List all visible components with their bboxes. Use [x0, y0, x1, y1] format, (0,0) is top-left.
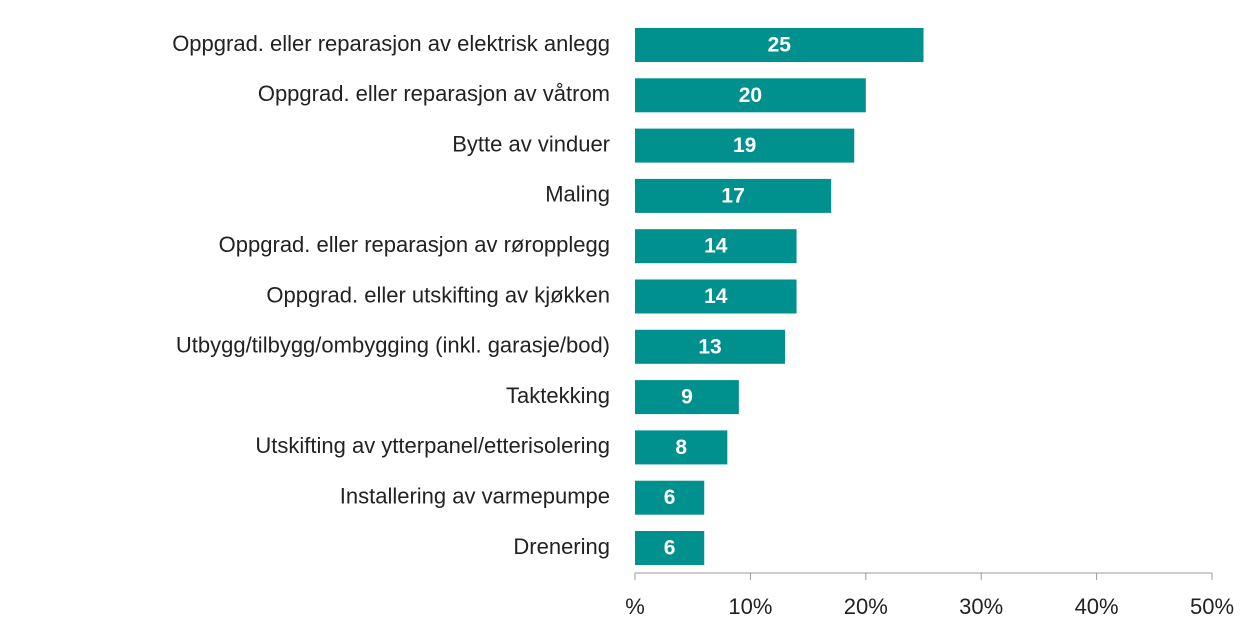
data-label: 14	[704, 285, 728, 308]
bar	[635, 430, 728, 465]
data-label: 19	[733, 134, 756, 157]
data-label: 25	[768, 34, 792, 57]
data-label: 6	[664, 537, 676, 560]
bar	[635, 178, 832, 213]
x-tick-label: 20%	[844, 594, 888, 619]
x-tick-label: 40%	[1075, 594, 1119, 619]
y-tick-label: Oppgrad. eller reparasjon av våtrom	[258, 81, 610, 106]
bar	[635, 380, 739, 415]
y-tick-label: Utbygg/tilbygg/ombygging (inkl. garasje/…	[176, 333, 610, 358]
x-tick-label: 50%	[1190, 594, 1234, 619]
x-tick-label: 30%	[959, 594, 1003, 619]
y-tick-label: Oppgrad. eller utskifting av kjøkken	[266, 282, 610, 307]
data-label: 13	[698, 335, 721, 358]
bar	[635, 531, 705, 565]
x-tick-label: %	[625, 594, 645, 619]
data-label: 8	[675, 436, 687, 459]
y-tick-label: Installering av varmepumpe	[340, 484, 610, 509]
bar	[635, 28, 924, 62]
data-label: 9	[681, 386, 693, 409]
y-tick-label: Oppgrad. eller reparasjon av elektrisk a…	[172, 31, 610, 56]
bar	[635, 480, 705, 515]
y-tick-label: Bytte av vinduer	[452, 131, 610, 156]
data-label: 6	[664, 486, 676, 509]
bar	[635, 279, 797, 314]
y-tick-label: Taktekking	[506, 383, 610, 408]
data-label: 20	[739, 84, 762, 107]
y-tick-label: Utskifting av ytterpanel/etterisolering	[255, 433, 610, 458]
bar	[635, 78, 866, 113]
data-label: 14	[704, 235, 728, 258]
y-tick-label: Oppgrad. eller reparasjon av røropplegg	[219, 232, 610, 257]
bar	[635, 329, 786, 364]
y-tick-label: Maling	[545, 182, 610, 207]
y-tick-label: Drenering	[513, 534, 610, 559]
data-label: 17	[721, 184, 744, 207]
bar	[635, 229, 797, 264]
bar	[635, 128, 855, 163]
x-tick-label: 10%	[728, 594, 772, 619]
